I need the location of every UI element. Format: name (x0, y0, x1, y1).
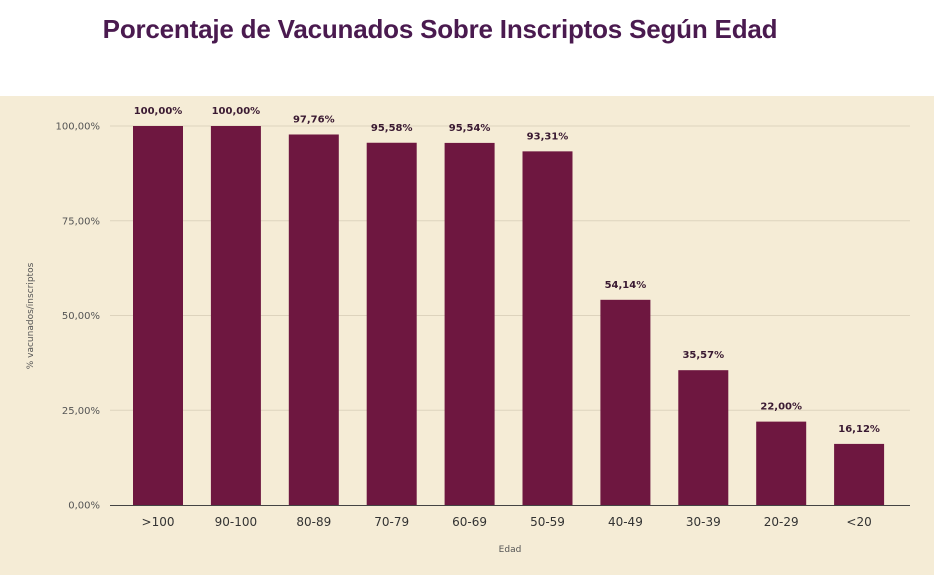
bar (444, 142, 495, 506)
bar (133, 126, 183, 505)
x-tick-label: 90-100 (215, 515, 258, 529)
bar-value-label: 93,31% (527, 131, 569, 142)
bar-value-label: 95,54% (449, 123, 491, 134)
y-axis-ticks: 0,00% 25,00% 50,00% 75,00% 100,00% (56, 122, 101, 512)
value-labels: 100,00% 100,00% 97,76% 95,58% 95,54% 93,31% 54… (134, 106, 880, 435)
bar-value-label: 97,76% (293, 114, 335, 125)
bar (522, 151, 573, 505)
bar (366, 142, 417, 505)
x-axis-title: Edad (499, 545, 522, 555)
y-tick-label: 50,00% (62, 311, 100, 322)
bar-value-label: 95,58% (371, 123, 413, 134)
bar-value-label: 54,14% (605, 280, 647, 291)
x-tick-label: 60-69 (452, 515, 487, 529)
bar (600, 299, 651, 505)
bar-value-label: 100,00% (134, 106, 183, 117)
bar-value-label: 100,00% (212, 106, 261, 117)
x-tick-label: 50-59 (530, 515, 565, 529)
x-tick-label: 70-79 (374, 515, 409, 529)
x-axis-ticks: >100 90-100 80-89 70-79 60-69 50-59 40-49 30-39… (142, 515, 872, 529)
bars (133, 126, 885, 506)
y-tick-label: 0,00% (68, 501, 100, 512)
x-tick-label: <20 (846, 515, 871, 529)
bar (678, 370, 729, 505)
bar (210, 126, 261, 505)
y-axis-title: % vacunados/inscriptos (26, 262, 36, 369)
y-tick-label: 75,00% (62, 216, 100, 227)
y-tick-label: 25,00% (62, 406, 100, 417)
bar-value-label: 22,00% (760, 402, 802, 413)
y-tick-label: 100,00% (56, 122, 101, 133)
bar-value-label: 16,12% (838, 424, 880, 435)
bar (756, 421, 807, 505)
x-tick-label: 80-89 (296, 515, 331, 529)
bar (834, 443, 885, 505)
x-tick-label: >100 (142, 515, 175, 529)
x-tick-label: 30-39 (686, 515, 721, 529)
bar (288, 134, 339, 505)
chart-title: Porcentaje de Vacunados Sobre Inscriptos… (102, 14, 778, 44)
bar-value-label: 35,57% (682, 350, 724, 361)
x-tick-label: 20-29 (764, 515, 799, 529)
x-tick-label: 40-49 (608, 515, 643, 529)
